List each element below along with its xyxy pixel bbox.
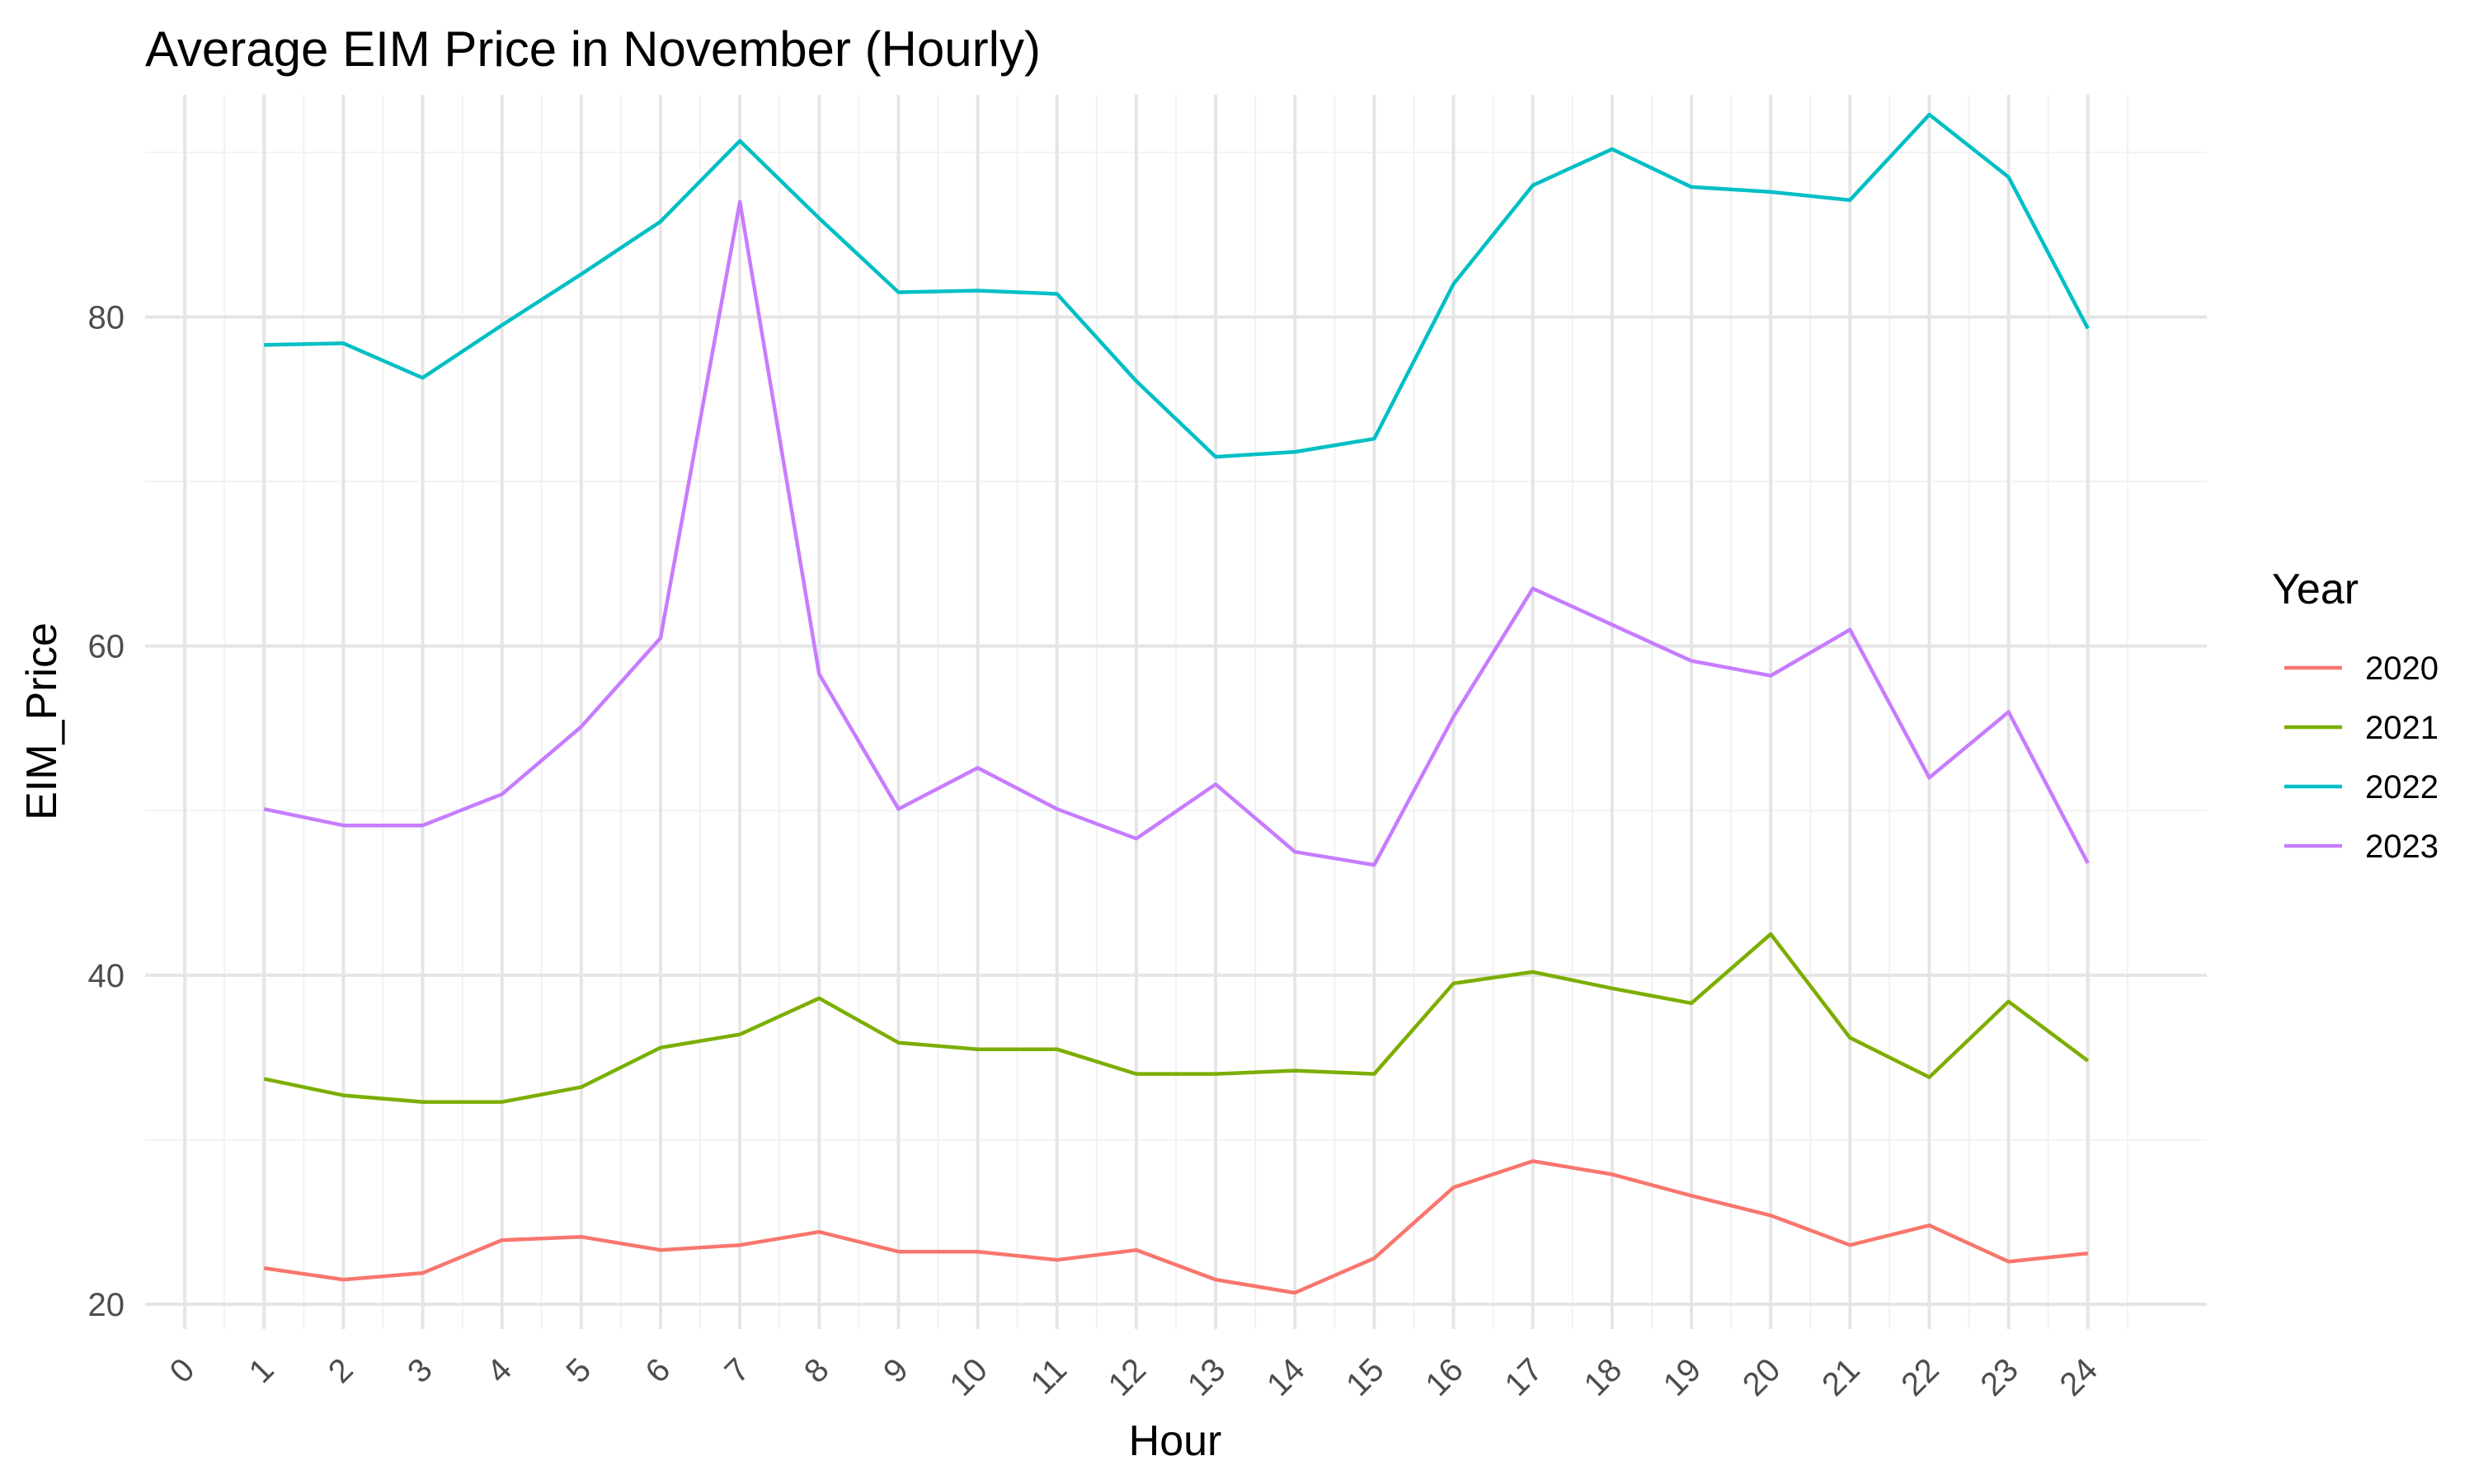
legend-label-2020: 2020 [2365,650,2439,687]
series-line-2022 [264,112,2090,459]
y-tick-label: 20 [88,1287,125,1323]
series-line-2023 [263,200,2090,867]
series-lines [263,112,2090,1295]
chart-title: Average EIM Price in November (Hourly) [145,21,1041,77]
series-line-2021 [263,932,2090,1104]
series-line-2020 [263,1159,2089,1295]
legend: Year 2020 2021 2022 2023 [2272,566,2439,865]
legend-label-2022: 2022 [2365,769,2439,805]
y-tick-label: 80 [88,299,125,336]
y-axis-tick-labels: 20 40 60 80 [88,299,125,1323]
legend-label-2023: 2023 [2365,829,2439,865]
y-axis-title: EIM_Price [18,622,66,820]
y-tick-label: 60 [88,629,125,665]
gridlines [145,95,2207,1329]
y-tick-label: 40 [88,958,125,994]
x-axis-title: Hour [1129,1417,1222,1465]
legend-title: Year [2272,566,2359,613]
legend-label-2021: 2021 [2365,710,2439,746]
